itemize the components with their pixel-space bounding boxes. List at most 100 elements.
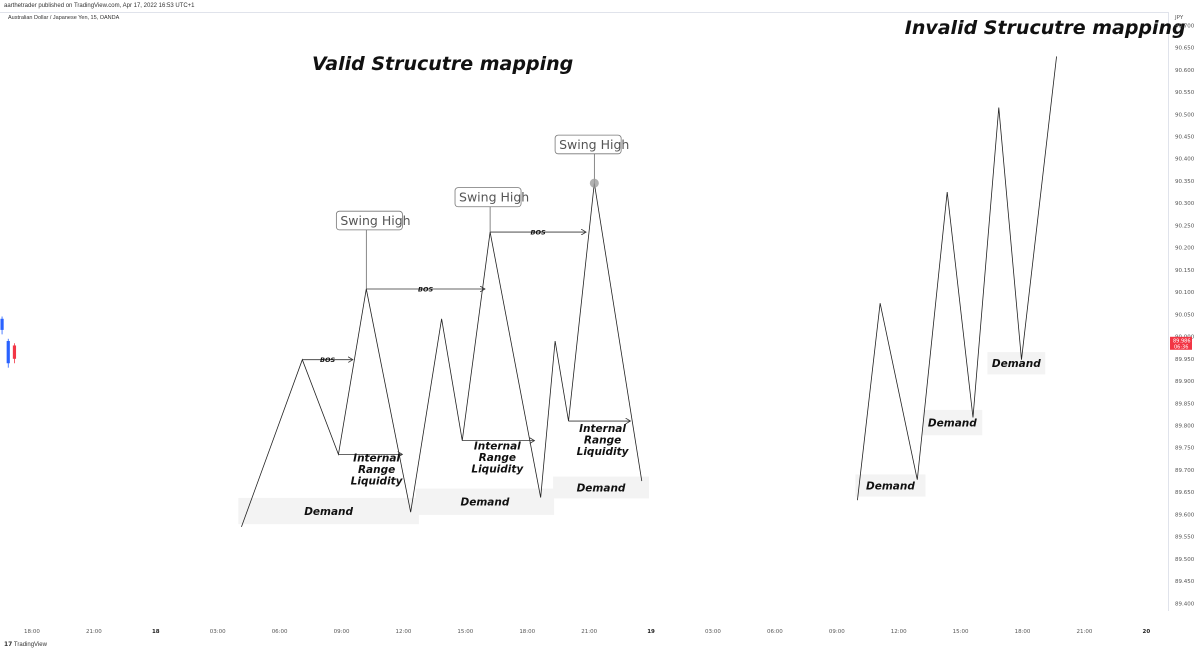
- swing-high-label: Swing High: [559, 137, 629, 152]
- y-tick-label: 90.500: [1175, 112, 1195, 118]
- demand-zone: [987, 352, 1046, 375]
- current-price-tag: [1170, 336, 1192, 350]
- irl-label: Range: [584, 435, 621, 447]
- y-tick-label: 90.350: [1175, 179, 1195, 185]
- swing-high-box: [554, 134, 622, 155]
- bos-label: BOS: [320, 356, 335, 364]
- x-tick-label: 18:00: [24, 629, 40, 635]
- y-tick-label: 90.100: [1175, 290, 1195, 296]
- x-tick-label: 06:00: [767, 629, 783, 635]
- irl-label: Liquidity: [471, 463, 524, 475]
- candle-body: [12, 345, 17, 359]
- y-tick-label: 89.850: [1175, 401, 1195, 407]
- x-tick-label: 21:00: [1076, 629, 1092, 635]
- y-tick-label: 89.950: [1175, 357, 1195, 363]
- current-price-label: 89.986: [1173, 338, 1191, 344]
- y-tick-label: 90.050: [1175, 312, 1195, 318]
- x-tick-label: 18:00: [1015, 629, 1031, 635]
- y-tick-label: 89.650: [1175, 490, 1195, 496]
- y-tick-label: 90.400: [1175, 157, 1195, 163]
- chart-annotation: Valid Strucutre mapping: [312, 53, 573, 75]
- bos-label: BOS: [418, 285, 433, 293]
- y-tick-label: 90.300: [1175, 201, 1195, 207]
- y-tick-label: 90.600: [1175, 68, 1195, 74]
- irl-label: Internal: [474, 440, 521, 452]
- valid-structure-line: [241, 183, 643, 527]
- irl-label: Range: [358, 464, 395, 476]
- irl-label: Internal: [353, 452, 400, 464]
- chart-annotation: Invalid Strucutre mapping: [905, 17, 1186, 39]
- demand-label: Demand: [461, 497, 510, 509]
- demand-label: Demand: [928, 418, 977, 430]
- y-tick-label: 89.900: [1175, 379, 1195, 385]
- brand-name: TradingView: [13, 642, 47, 648]
- candle-body: [6, 341, 10, 364]
- irl-label: Range: [479, 452, 516, 464]
- x-tick-label: 18:00: [519, 629, 535, 635]
- bos-label: BOS: [530, 229, 545, 237]
- demand-label: Demand: [866, 481, 915, 493]
- tradingview-logo-icon: 𝟭𝟳: [4, 642, 13, 648]
- swing-high-marker: [589, 178, 599, 188]
- currency-label: JPY: [1174, 15, 1184, 21]
- y-tick-label: 90.150: [1175, 268, 1195, 274]
- y-tick-label: 89.500: [1175, 557, 1195, 563]
- publish-bar: aarthetrader published on TradingView.co…: [0, 0, 1200, 12]
- x-tick-label: 15:00: [457, 629, 473, 635]
- x-tick-label: 15:00: [953, 629, 969, 635]
- x-tick-label: 03:00: [705, 629, 721, 635]
- y-tick-label: 90.650: [1175, 46, 1195, 52]
- swing-high-box: [454, 187, 522, 208]
- demand-zone: [855, 474, 926, 497]
- demand-label: Demand: [577, 483, 626, 495]
- y-tick-label: 89.800: [1175, 423, 1195, 429]
- structure-lines: [241, 56, 1057, 527]
- symbol-title: Australian Dollar / Japanese Yen, 15, OA…: [8, 15, 120, 21]
- y-tick-label: 90.200: [1175, 246, 1195, 252]
- x-tick-label: 09:00: [829, 629, 845, 635]
- y-tick-label: 89.700: [1175, 468, 1195, 474]
- irl-label: Internal: [579, 423, 626, 435]
- irl-label: Liquidity: [577, 446, 630, 458]
- plot-frame: [0, 12, 1169, 611]
- y-tick-label: 90.250: [1175, 223, 1195, 229]
- y-tick-label: 89.400: [1175, 601, 1195, 607]
- candles: [0, 316, 17, 368]
- x-tick-label: 12:00: [396, 629, 412, 635]
- demand-zone: [238, 497, 419, 525]
- x-tick-label: 18: [152, 629, 160, 635]
- x-tick-label: 12:00: [891, 629, 907, 635]
- price-axis: JPY 90.700 90.650 90.600 90.550 90.500 90.450 9…: [1170, 15, 1195, 607]
- x-tick-label: 06:00: [272, 629, 288, 635]
- footer-brand: 𝟭𝟳 TradingView: [4, 641, 47, 648]
- current-price-countdown: 06:36: [1174, 344, 1188, 350]
- candle-body: [0, 318, 4, 330]
- x-tick-label: 20: [1143, 629, 1151, 635]
- x-tick-label: 21:00: [86, 629, 102, 635]
- y-tick-label: 90.550: [1175, 90, 1195, 96]
- y-tick-label: 89.450: [1175, 579, 1195, 585]
- y-tick-label: 90.450: [1175, 134, 1195, 140]
- demand-zone: [415, 488, 555, 515]
- demand-label: Demand: [304, 506, 353, 518]
- demand-label: Demand: [992, 358, 1041, 370]
- y-tick-label: 89.600: [1175, 512, 1195, 518]
- y-tick-label: 90.700: [1175, 23, 1195, 29]
- demand-zone: [553, 476, 650, 499]
- y-tick-label: 89.550: [1175, 535, 1195, 541]
- x-tick-label: 09:00: [334, 629, 350, 635]
- irl-label: Liquidity: [351, 475, 404, 487]
- x-tick-label: 19: [647, 629, 655, 635]
- demand-zones: [238, 352, 1046, 525]
- chart-labels: Demand Demand Demand Demand Demand Demand BOS B…: [304, 17, 1185, 518]
- x-tick-label: 03:00: [210, 629, 226, 635]
- x-tick-label: 21:00: [581, 629, 597, 635]
- y-tick-label: 89.750: [1175, 446, 1195, 452]
- publish-info: aarthetrader published on TradingView.co…: [4, 3, 195, 9]
- swing-high-box: [335, 210, 403, 231]
- invalid-structure-line: [857, 56, 1057, 501]
- time-axis: 18:00 21:00 18 03:00 06:00 09:00 12:00 15:00 18:…: [24, 629, 1150, 635]
- swing-high-label: Swing High: [340, 213, 410, 228]
- swing-high-label: Swing High: [459, 190, 529, 205]
